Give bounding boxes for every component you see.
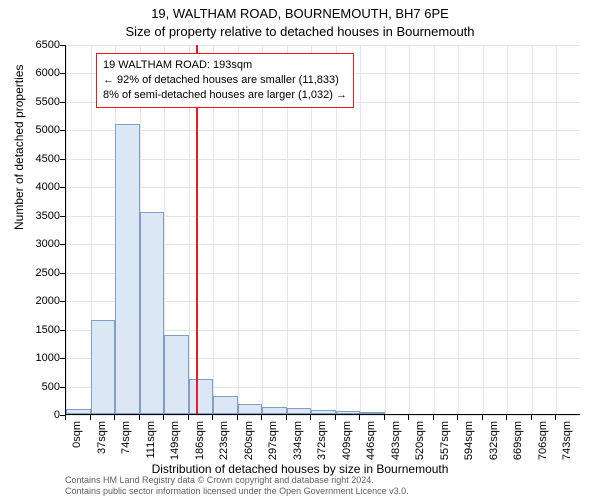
y-tick-label: 4500 (5, 153, 60, 165)
histogram-bar (189, 379, 214, 414)
gridline-h (66, 187, 580, 188)
legend-line-1: 19 WALTHAM ROAD: 193sqm (103, 58, 347, 73)
y-tick-label: 3500 (5, 210, 60, 222)
x-tick-mark (212, 415, 213, 420)
x-tick-label: 372sqm (316, 421, 328, 461)
gridline-v (532, 45, 533, 414)
x-tick-label: 520sqm (414, 421, 426, 461)
y-tick-label: 1000 (5, 352, 60, 364)
x-tick-mark (237, 415, 238, 420)
histogram-bar (336, 411, 361, 414)
x-tick-label: 483sqm (390, 421, 402, 461)
attribution-line-1: Contains HM Land Registry data © Crown c… (65, 475, 409, 485)
x-tick-label: 37sqm (96, 421, 108, 461)
x-tick-mark (65, 415, 66, 420)
histogram-bar (66, 409, 91, 414)
histogram-bar (213, 396, 238, 414)
x-tick-label: 557sqm (439, 421, 451, 461)
x-tick-mark (310, 415, 311, 420)
legend-line-3: 8% of semi-detached houses are larger (1… (103, 88, 347, 103)
y-axis-label: Number of detached properties (12, 65, 26, 230)
x-tick-label: 111sqm (145, 421, 157, 461)
x-axis-label: Distribution of detached houses by size … (0, 462, 600, 476)
histogram-bar (164, 335, 189, 414)
x-tick-mark (408, 415, 409, 420)
x-tick-mark (433, 415, 434, 420)
x-tick-mark (114, 415, 115, 420)
title-line-1: 19, WALTHAM ROAD, BOURNEMOUTH, BH7 6PE (0, 6, 600, 21)
x-tick-label: 594sqm (463, 421, 475, 461)
x-tick-mark (506, 415, 507, 420)
x-tick-label: 632sqm (488, 421, 500, 461)
gridline-v (507, 45, 508, 414)
x-tick-mark (139, 415, 140, 420)
title-line-2: Size of property relative to detached ho… (0, 24, 600, 39)
chart-container: 19, WALTHAM ROAD, BOURNEMOUTH, BH7 6PE S… (0, 0, 600, 500)
y-tick-label: 500 (5, 381, 60, 393)
histogram-bar (287, 408, 312, 414)
y-tick-label: 0 (5, 409, 60, 421)
gridline-h (66, 45, 580, 46)
gridline-v (66, 45, 67, 414)
gridline-h (66, 159, 580, 160)
gridline-h (66, 415, 580, 416)
x-tick-label: 409sqm (341, 421, 353, 461)
histogram-bar (311, 410, 336, 414)
gridline-h (66, 130, 580, 131)
attribution: Contains HM Land Registry data © Crown c… (65, 475, 409, 496)
y-tick-label: 3000 (5, 238, 60, 250)
y-tick-label: 4000 (5, 181, 60, 193)
x-tick-label: 669sqm (512, 421, 524, 461)
legend-line-2: ← 92% of detached houses are smaller (11… (103, 73, 347, 88)
gridline-v (483, 45, 484, 414)
x-tick-label: 334sqm (292, 421, 304, 461)
x-tick-label: 743sqm (561, 421, 573, 461)
histogram-bar (238, 404, 263, 414)
x-tick-mark (90, 415, 91, 420)
x-tick-mark (261, 415, 262, 420)
x-tick-label: 74sqm (120, 421, 132, 461)
gridline-v (458, 45, 459, 414)
x-tick-mark (188, 415, 189, 420)
x-tick-label: 186sqm (194, 421, 206, 461)
y-tick-label: 5000 (5, 124, 60, 136)
y-tick-label: 5500 (5, 96, 60, 108)
x-tick-label: 706sqm (537, 421, 549, 461)
legend-box: 19 WALTHAM ROAD: 193sqm ← 92% of detache… (96, 53, 354, 108)
x-tick-label: 149sqm (169, 421, 181, 461)
gridline-v (360, 45, 361, 414)
x-tick-mark (531, 415, 532, 420)
x-tick-mark (359, 415, 360, 420)
x-tick-mark (457, 415, 458, 420)
x-tick-label: 223sqm (218, 421, 230, 461)
histogram-bar (140, 212, 165, 414)
gridline-v (385, 45, 386, 414)
y-tick-label: 1500 (5, 324, 60, 336)
histogram-bar (115, 124, 140, 414)
x-tick-mark (286, 415, 287, 420)
gridline-v (556, 45, 557, 414)
x-tick-mark (163, 415, 164, 420)
gridline-v (434, 45, 435, 414)
x-tick-mark (555, 415, 556, 420)
x-tick-label: 0sqm (71, 421, 83, 461)
y-tick-label: 2000 (5, 295, 60, 307)
histogram-bar (91, 320, 116, 414)
x-tick-label: 446sqm (365, 421, 377, 461)
attribution-line-2: Contains public sector information licen… (65, 486, 409, 496)
x-tick-label: 260sqm (243, 421, 255, 461)
y-tick-label: 2500 (5, 267, 60, 279)
x-tick-label: 297sqm (267, 421, 279, 461)
plot-area: 19 WALTHAM ROAD: 193sqm ← 92% of detache… (65, 45, 580, 415)
histogram-bar (262, 407, 287, 414)
y-tick-label: 6000 (5, 67, 60, 79)
x-tick-mark (482, 415, 483, 420)
histogram-bar (360, 412, 385, 414)
x-tick-mark (384, 415, 385, 420)
x-tick-mark (335, 415, 336, 420)
y-tick-label: 6500 (5, 39, 60, 51)
gridline-v (409, 45, 410, 414)
